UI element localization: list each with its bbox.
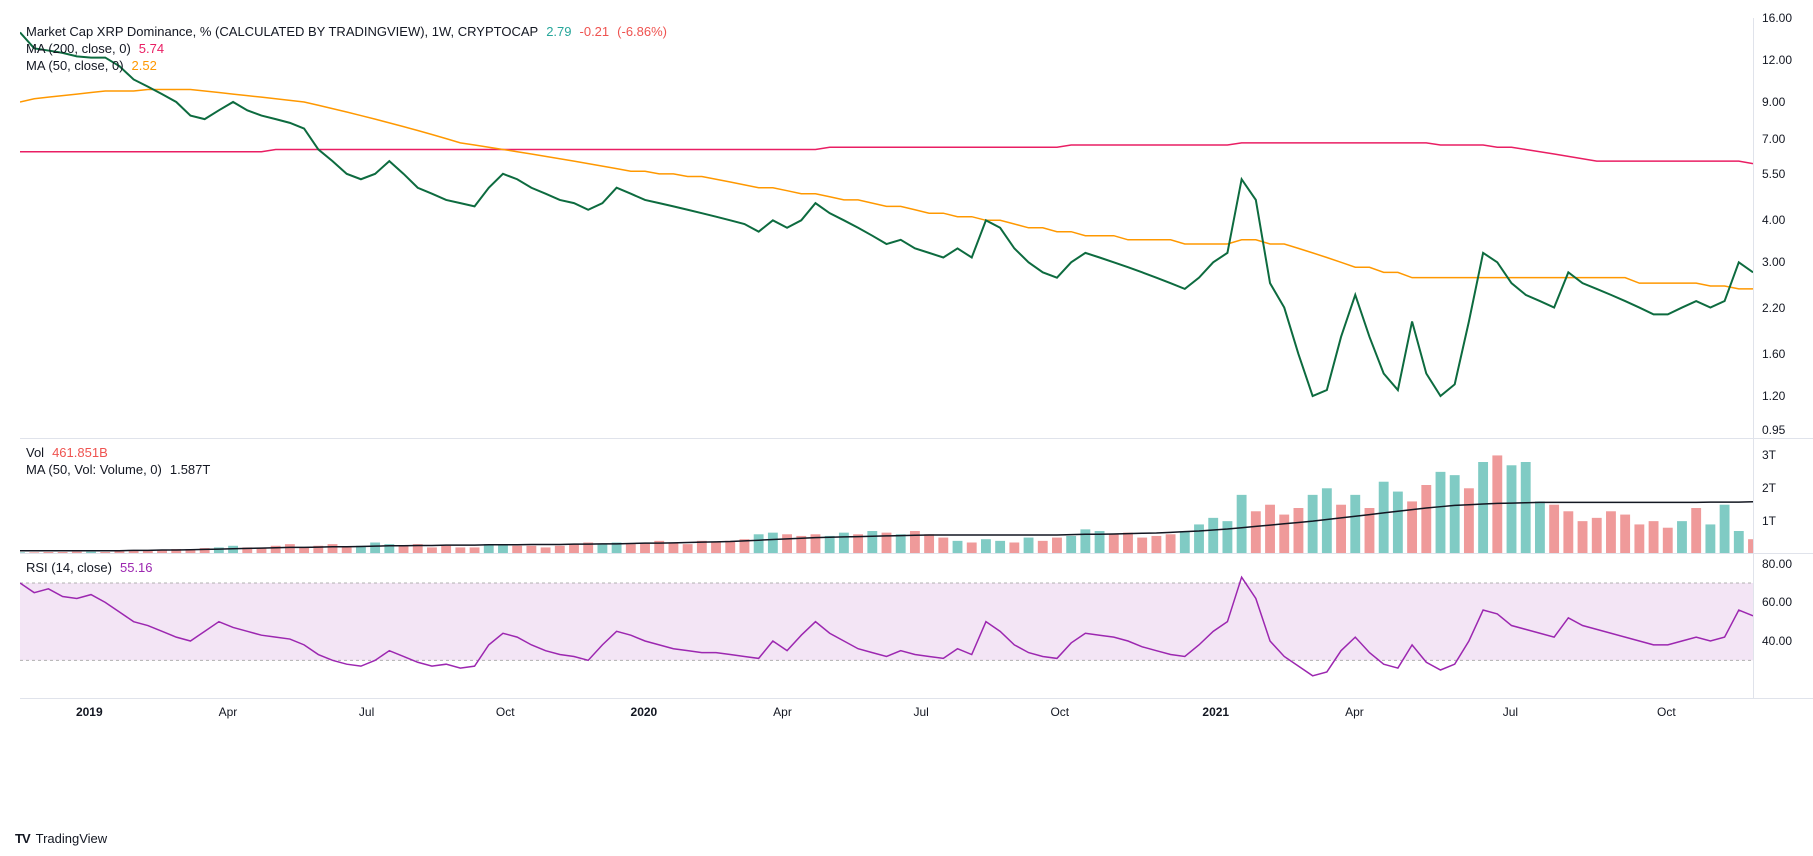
rsi-pane[interactable]: RSI (14, close) 55.16 80.0060.0040.00	[20, 553, 1813, 698]
volume-pane[interactable]: Vol 461.851B MA (50, Vol: Volume, 0) 1.5…	[20, 438, 1813, 553]
vol-ma-label: MA (50, Vol: Volume, 0)	[26, 462, 162, 477]
price-y-axis: 16.0012.009.007.005.504.003.002.201.601.…	[1753, 18, 1813, 438]
volume-legend: Vol 461.851B MA (50, Vol: Volume, 0) 1.5…	[26, 445, 210, 479]
price-pane[interactable]: Market Cap XRP Dominance, % (CALCULATED …	[20, 18, 1813, 438]
rsi-legend: RSI (14, close) 55.16	[26, 560, 153, 577]
rsi-value: 55.16	[120, 560, 153, 575]
chart-title: Market Cap XRP Dominance, % (CALCULATED …	[26, 24, 538, 39]
volume-y-axis: 3T2T1T	[1753, 439, 1813, 553]
vol-label: Vol	[26, 445, 44, 460]
ma50-label: MA (50, close, 0)	[26, 58, 124, 73]
rsi-y-axis: 80.0060.0040.00	[1753, 554, 1813, 698]
ma200-value: 5.74	[139, 41, 164, 56]
volume-chart-svg[interactable]	[20, 439, 1753, 553]
tradingview-logo-icon: TV	[15, 831, 30, 846]
rsi-chart-svg[interactable]	[20, 554, 1753, 698]
change-abs: -0.21	[580, 24, 610, 39]
price-legend: Market Cap XRP Dominance, % (CALCULATED …	[26, 24, 667, 75]
price-chart-svg[interactable]	[20, 18, 1753, 438]
vol-ma-value: 1.587T	[170, 462, 210, 477]
branding: TV TradingView	[15, 831, 107, 846]
branding-text: TradingView	[36, 831, 108, 846]
ma50-value: 2.52	[132, 58, 157, 73]
ma200-label: MA (200, close, 0)	[26, 41, 131, 56]
time-axis: 2019AprJulOct2020AprJulOct2021AprJulOct	[20, 698, 1813, 728]
vol-value: 461.851B	[52, 445, 108, 460]
last-value: 2.79	[546, 24, 571, 39]
rsi-label: RSI (14, close)	[26, 560, 112, 575]
change-pct: (-6.86%)	[617, 24, 667, 39]
